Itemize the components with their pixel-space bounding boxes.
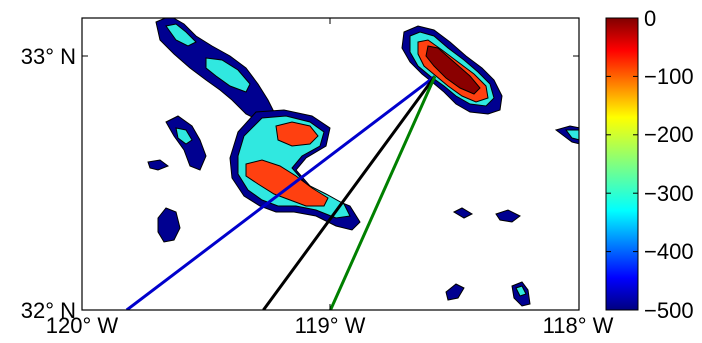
track-line-green — [329, 75, 437, 310]
track-line-blue — [125, 75, 436, 310]
colorbar-label-0: 0 — [644, 6, 656, 31]
colorbar-ticks — [606, 17, 638, 311]
lon-label-118: 118° W — [543, 313, 614, 338]
mid-contour — [205, 57, 251, 93]
colorbar-label-500: −500 — [644, 298, 694, 323]
colorbar-label-200: −200 — [644, 122, 694, 147]
colorbar-label-100: −100 — [644, 64, 694, 89]
shallow-contour — [245, 159, 329, 207]
bank-south-1 — [445, 283, 465, 301]
colorbar: 0 −100 −200 −300 −400 −500 — [605, 6, 694, 323]
peak-contour — [425, 45, 481, 95]
colorbar-label-300: −300 — [644, 181, 694, 206]
islet-east-1 — [452, 207, 474, 219]
track-line-black — [262, 75, 437, 310]
islet-west — [147, 159, 170, 171]
shallow-contour — [275, 121, 319, 147]
islet-east-2 — [495, 209, 521, 223]
map-content — [125, 18, 579, 310]
track-lines — [125, 75, 437, 310]
bank-east-edge-mid — [565, 129, 579, 141]
colorbar-gradient — [605, 17, 639, 311]
bank-south-2-mid — [515, 285, 527, 297]
island-central — [229, 109, 361, 231]
lon-label-120: 120° W — [46, 313, 119, 338]
lat-label-33: 33° N — [21, 44, 76, 69]
small-banks — [147, 115, 579, 307]
bank-west-upper-mid — [175, 127, 193, 145]
bank-west-lower — [157, 207, 181, 243]
mid-contour — [237, 115, 351, 219]
lat-label-32: 32° N — [21, 298, 76, 323]
colorbar-label-400: −400 — [644, 239, 694, 264]
mid-contour — [165, 23, 197, 47]
island-northeast — [401, 25, 503, 115]
lon-label-119: 119° W — [295, 313, 366, 338]
